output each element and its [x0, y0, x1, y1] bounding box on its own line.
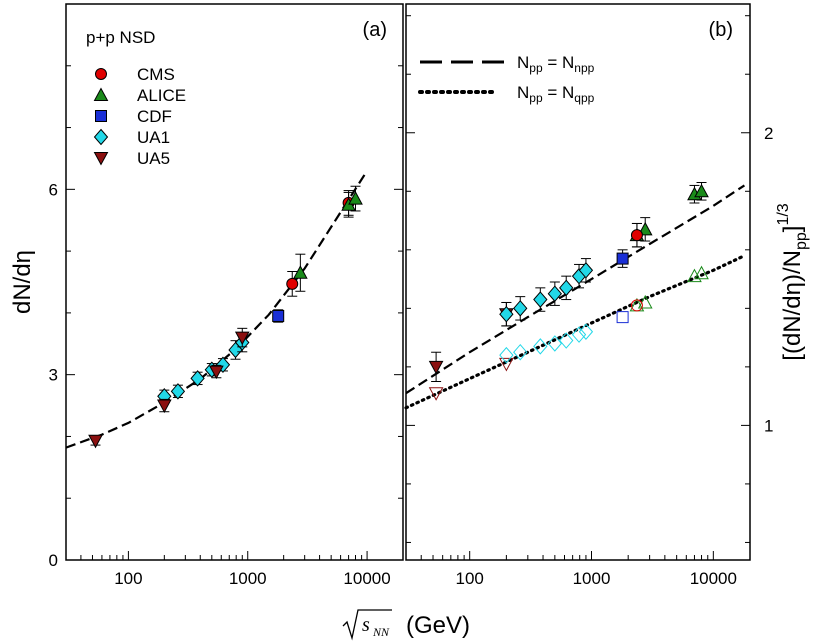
x-axis-title: s NN (GeV): [342, 609, 470, 641]
y-tick-label-a: 0: [49, 551, 58, 570]
point-alice: [348, 191, 363, 205]
point-ua1-npp: [547, 285, 563, 302]
x-tick-label-a: 10000: [343, 569, 390, 588]
point-alice-npp: [637, 221, 653, 236]
legend-marker-alice: [93, 87, 109, 101]
legend-marker-cms: [95, 68, 107, 80]
point-ua1-qpp: [499, 346, 514, 364]
point-cms: [286, 277, 299, 290]
point-ua1-npp: [578, 262, 594, 279]
x-tick-label-b: 1000: [573, 569, 611, 588]
panel-a-tag: (a): [363, 19, 387, 41]
x-tick-label-a: 100: [114, 569, 142, 588]
legend-a: p+p NSD CMS ALICE CDF UA1 UA5: [86, 28, 186, 168]
y-tick-label-b: 2: [764, 124, 773, 143]
point-ua5-npp: [428, 360, 444, 375]
point-ua1-npp: [499, 305, 514, 323]
point-cdf: [272, 309, 285, 322]
x-axis-title-nn: NN: [372, 625, 390, 639]
legend-marker-ua5: [93, 152, 109, 166]
point-ua1-npp: [513, 300, 528, 317]
point-alice-qpp: [637, 294, 653, 309]
point-ua1-qpp: [547, 335, 563, 352]
x-axis-title-unit: (GeV): [406, 612, 470, 639]
legend-b: Npp = Nnpp Npp = Nqpp: [418, 53, 595, 105]
point-ua5-qpp: [499, 357, 514, 372]
point-cdf-npp: [616, 252, 629, 265]
legend-label-cdf: CDF: [137, 107, 172, 126]
point-ua5: [209, 365, 224, 380]
point-ua1: [170, 383, 186, 400]
y-axis-title-right: [(dN/dη)/Npp]1/3: [775, 203, 810, 361]
x-tick-label-a: 1000: [229, 569, 267, 588]
legend-label-cms: CMS: [137, 65, 175, 84]
point-ua1-qpp: [513, 343, 528, 361]
point-cms-npp: [630, 229, 643, 242]
point-ua1-qpp: [559, 332, 574, 349]
sqrt-symbol: [342, 609, 392, 641]
y-tick-label-b: 1: [764, 416, 773, 435]
legend-marker-cdf: [95, 110, 107, 122]
fit-curve-qpp: [404, 254, 747, 410]
panel-a: 100 1000 10000 0 3 6: [49, 3, 404, 588]
x-axis-title-s: s: [362, 614, 370, 636]
point-cdf-qpp: [616, 311, 629, 324]
fit-curve-npp: [405, 184, 746, 395]
legend-label-alice: ALICE: [137, 86, 186, 105]
panel-b-tag: (b): [709, 19, 733, 41]
point-alice: [293, 265, 308, 279]
y-axis-title-left: dN/dη: [9, 250, 36, 314]
point-ua5: [156, 399, 172, 414]
legend-npp-label: Npp = Nnpp: [517, 53, 595, 75]
panel-b: 100 1000 10000 1 2: [404, 15, 773, 588]
point-ua5: [88, 434, 103, 449]
point-ua1: [190, 370, 205, 387]
point-alice-qpp: [694, 265, 709, 280]
legend-qpp-label: Npp = Nqpp: [517, 83, 595, 105]
y-tick-label-a: 6: [49, 180, 58, 199]
point-ua1-qpp: [571, 326, 587, 343]
point-ua1-npp: [533, 291, 548, 308]
legend-label-ua1: UA1: [137, 128, 170, 147]
point-alice-qpp: [687, 268, 702, 283]
point-ua1-npp: [559, 279, 574, 297]
x-tick-label-b: 10000: [690, 569, 737, 588]
legend-label-ua5: UA5: [137, 149, 170, 168]
panel-a-frame: [65, 3, 404, 561]
point-ua1-qpp: [533, 338, 548, 355]
panel-b-frame: [405, 3, 751, 561]
y-tick-label-a: 3: [49, 366, 58, 385]
point-cms-qpp: [630, 299, 643, 312]
point-alice-npp: [694, 183, 709, 198]
point-ua5: [234, 331, 250, 346]
fit-curve-a: [65, 170, 369, 449]
point-ua1-qpp: [578, 323, 594, 341]
point-ua5-qpp: [428, 387, 444, 401]
legend-a-title: p+p NSD: [86, 28, 155, 47]
legend-marker-ua1: [93, 128, 109, 146]
x-tick-label-b: 100: [456, 569, 484, 588]
